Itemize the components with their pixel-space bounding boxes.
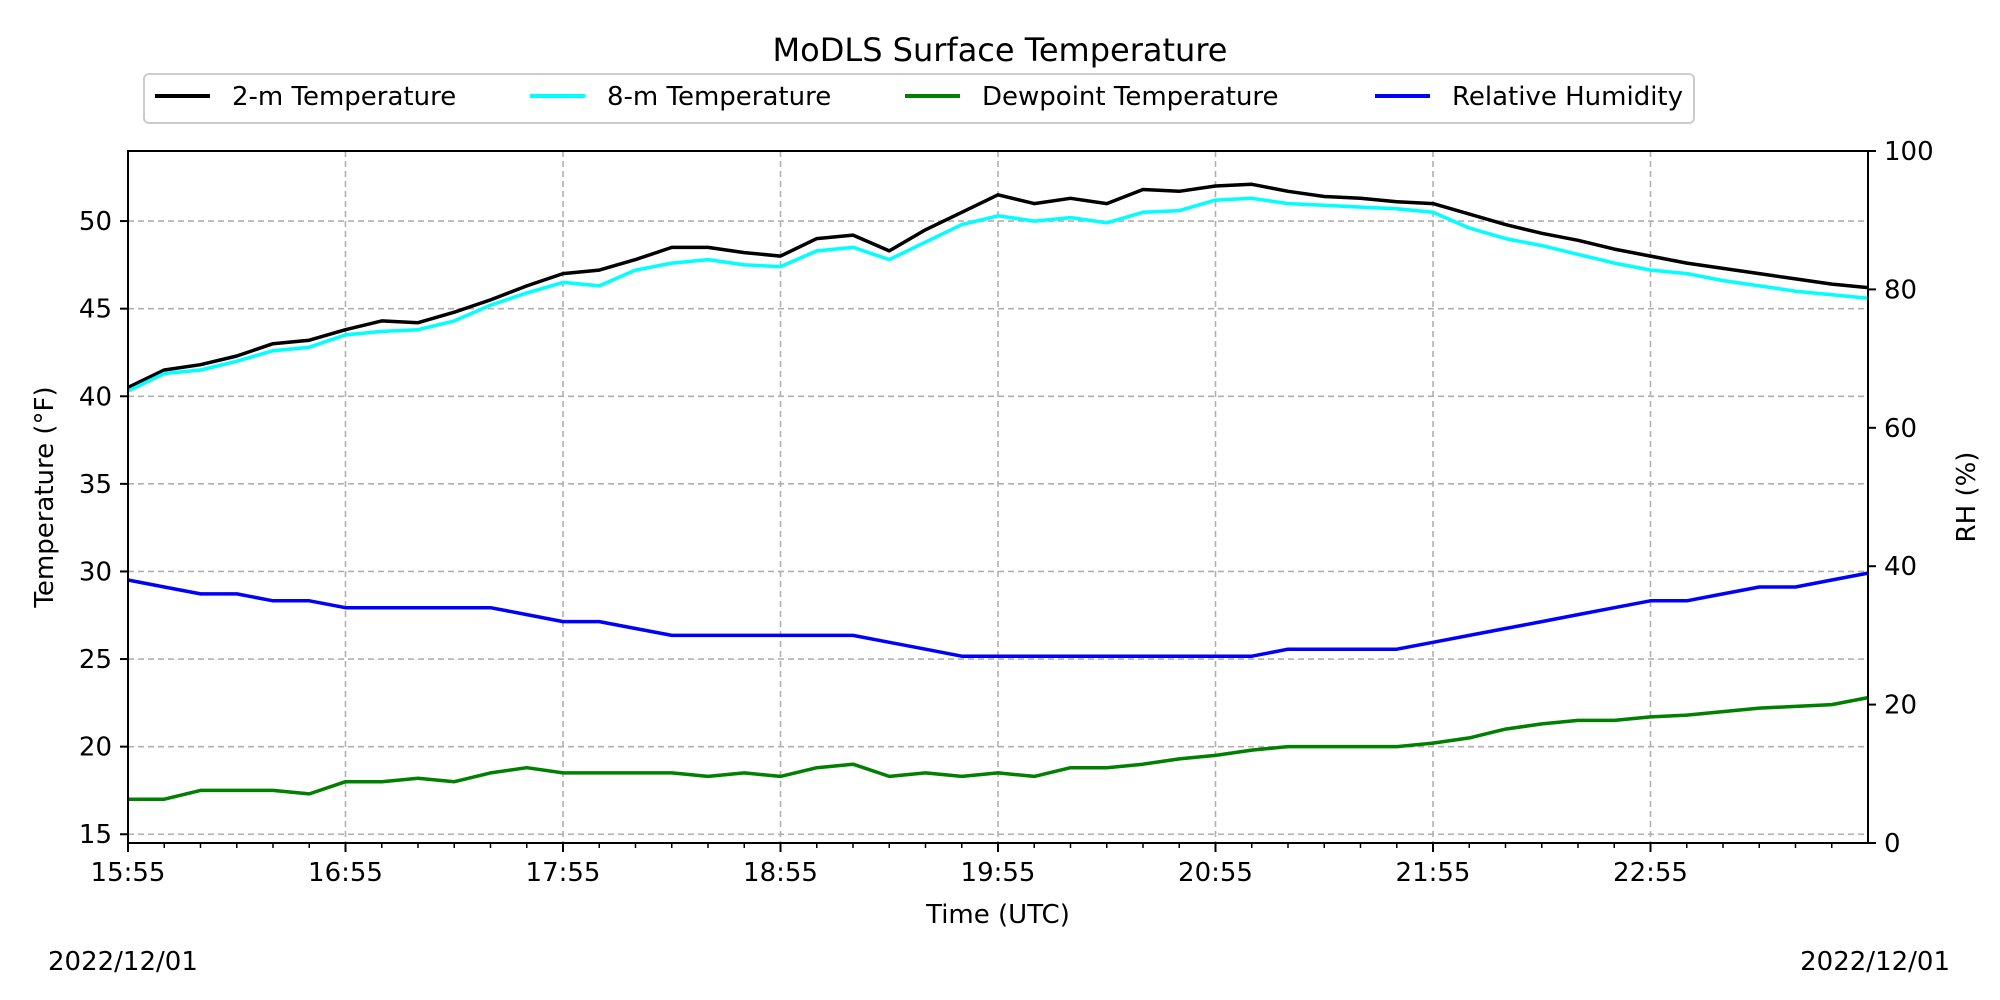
y-tick-label: 40 [79,382,112,412]
y-tick-label: 35 [79,470,112,500]
date-left: 2022/12/01 [48,947,198,977]
series-line-8-m-temperature [127,196,1869,393]
x-tick-label: 15:55 [91,858,166,888]
y-tick-label: 15 [79,820,112,850]
y-tick-label: 30 [79,557,112,587]
y-axis-label: Temperature (°F) [30,386,60,608]
x-tick-label: 22:55 [1613,858,1688,888]
legend-item-relative-humidity: Relative Humidity [1375,82,1683,112]
legend-item-dewpoint: Dewpoint Temperature [905,82,1279,112]
y2-tick-label: 100 [1884,137,1934,167]
x-tick-label: 20:55 [1178,858,1253,888]
y-tick-label: 50 [79,207,112,237]
legend-item-2m-temperature: 2-m Temperature [155,82,456,112]
legend-item-8m-temperature: 8-m Temperature [530,82,831,112]
series-line-2-m-temperature [127,182,1869,390]
legend-label-8m-temperature: 8-m Temperature [607,82,831,112]
y-tick-label: 25 [79,645,112,675]
grid-lines [127,151,1868,843]
y2-tick-label: 0 [1884,829,1901,859]
legend-box [143,73,1695,124]
y2-tick-label: 40 [1884,552,1917,582]
x-tick-label: 19:55 [961,858,1036,888]
legend-label-relative-humidity: Relative Humidity [1452,82,1683,112]
x-tick-label: 21:55 [1396,858,1471,888]
y2-tick-label: 80 [1884,275,1917,305]
y2-tick-label: 60 [1884,414,1917,444]
data-series [127,182,1869,801]
series-line-relative-humidity [127,571,1869,658]
y2-tick-label: 20 [1884,691,1917,721]
legend-label-2m-temperature: 2-m Temperature [232,82,456,112]
y2-axis-label: RH (%) [1952,452,1982,543]
chart-title: MoDLS Surface Temperature [773,31,1228,69]
series-line-dewpoint-temperature [128,695,1869,801]
x-axis-label: Time (UTC) [925,900,1070,930]
legend-label-dewpoint: Dewpoint Temperature [982,82,1279,112]
x-tick-label: 18:55 [743,858,818,888]
x-tick-label: 16:55 [308,858,383,888]
y-tick-label: 20 [79,733,112,763]
x-tick-label: 17:55 [526,858,601,888]
y-tick-label: 45 [79,295,112,325]
axis-ticks: 15 20 25 30 35 40 45 50 0 20 40 60 80 100 15:55 16:55 17… [79,137,1934,888]
date-right: 2022/12/01 [1800,947,1950,977]
